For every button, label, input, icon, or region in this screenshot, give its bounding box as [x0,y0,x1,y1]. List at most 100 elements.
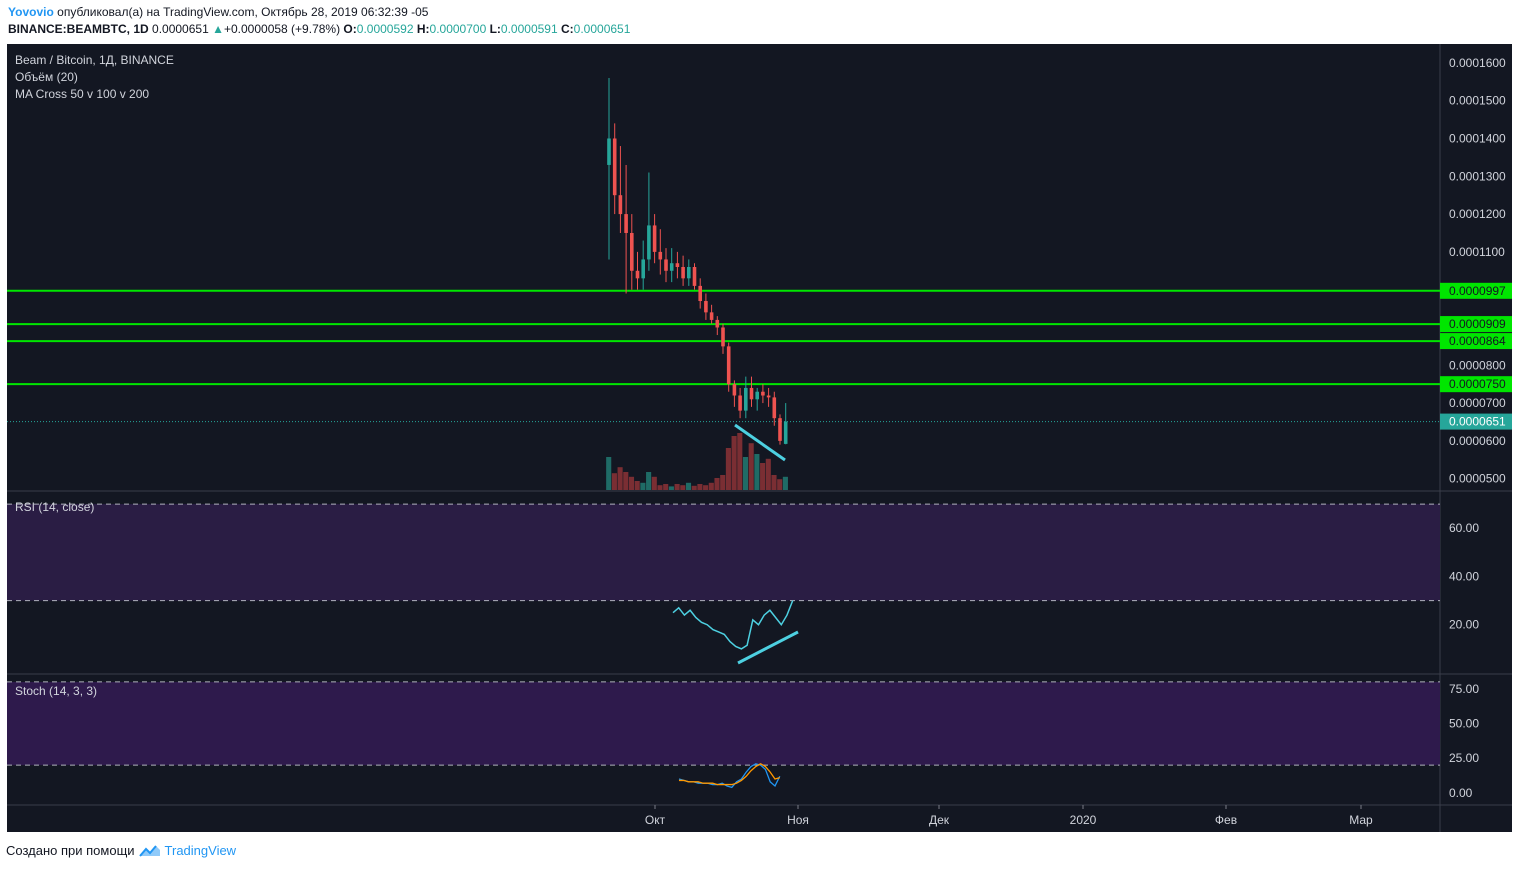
volume-bar [697,484,703,490]
published-text: опубликовал(а) на TradingView.com, Октяб… [57,5,429,19]
volume-bar [628,476,635,490]
rsi-tick-label: 20.00 [1449,618,1479,632]
level-price-label: 0.0000864 [1449,334,1506,348]
volume-bar [720,475,726,490]
volume-bar [657,485,663,490]
symbol-info: BINANCE:BEAMBTC, 1D 0.0000651 ▲+0.000005… [8,22,630,36]
volume-bar [640,482,646,490]
candle-body [687,267,691,279]
open-value: 0.0000592 [356,22,414,36]
candle-body [630,232,634,271]
candle-body [692,267,697,286]
volume-bar [748,443,754,490]
volume-bar [708,482,714,490]
candle-body [675,263,680,267]
volume-bar [680,485,686,490]
volume-bar [765,458,771,490]
volume-bar [674,484,680,490]
volume-bar [725,448,731,490]
volume-bar [646,472,652,490]
stoch-tick-label: 75.00 [1449,682,1479,696]
tradingview-logo-icon [138,844,160,857]
volume-bar [668,486,674,490]
time-tick-label: Дек [929,813,950,827]
stoch-legend: Stoch (14, 3, 3) [15,684,98,698]
price-trend-line [734,423,786,462]
chart-legend-title: Beam / Bitcoin, 1Д, BINANCE [15,53,174,67]
volume-legend: Объём (20) [15,70,78,84]
close-value: 0.0000651 [573,22,631,36]
time-tick-label: 2020 [1070,813,1097,827]
rsi-trend-line [737,630,799,665]
price-tick-label: 0.0000500 [1449,472,1506,486]
volume-bar [663,484,669,490]
rsi-legend: RSI (14, close) [15,500,95,514]
candle-body [647,225,651,260]
level-price-label: 0.0000997 [1449,284,1506,298]
candle-body [732,384,737,396]
rsi-line [672,600,794,650]
candle-body [664,259,668,271]
ma-cross-legend: MA Cross 50 v 100 v 200 [15,87,150,101]
volume-bar [634,481,640,490]
last-price-label: 0.0000651 [1449,415,1506,429]
level-price-badge [1440,282,1512,299]
candle-body [704,301,708,313]
volume-bar [754,454,760,490]
candle-body [772,397,777,419]
author-link[interactable]: Yovovio [8,5,54,19]
symbol-line: BINANCE:BEAMBTC, 1D [8,22,149,36]
time-tick-label: Ноя [787,813,809,827]
volume-bar [771,475,777,490]
stoch-tick-label: 0.00 [1449,786,1473,800]
footer: Создано при помощи TradingView [6,843,236,858]
rsi-tick-label: 60.00 [1449,521,1479,535]
open-label: O: [343,22,357,36]
price-tick-label: 0.0000600 [1449,434,1506,448]
price-tick-label: 0.0001200 [1449,207,1506,221]
level-price-badge [1440,376,1512,393]
change-up-icon: ▲ [212,22,224,36]
candle-body [652,225,657,252]
candle-body [744,387,748,411]
volume-bar [651,476,657,490]
volume-bar [703,485,709,490]
time-tick-label: Фев [1215,813,1237,827]
price-tick-label: 0.0001600 [1449,56,1506,70]
publish-info: Yovovio опубликовал(а) на TradingView.co… [8,5,428,19]
price-tick-label: 0.0001100 [1449,245,1505,259]
candle-body [715,319,720,328]
price-tick-label: 0.0001500 [1449,94,1506,108]
candle-body [778,418,782,441]
volume-bar [685,482,692,490]
candle-body [738,395,742,411]
tradingview-link[interactable]: TradingView [164,843,237,858]
volume-bar [737,433,743,490]
low-value: 0.0000591 [500,22,558,36]
rsi-band [7,504,1440,601]
level-price-badge [1440,333,1512,350]
volume-bar [623,472,629,490]
time-tick-label: Мар [1349,813,1373,827]
price-tick-label: 0.0000800 [1449,358,1506,372]
volume-bar [782,476,788,490]
candle-body [698,285,702,302]
candle-body [612,138,617,196]
candle-body [624,214,628,233]
volume-bar [742,457,749,490]
low-label: L: [489,22,501,36]
close-label: C: [561,22,574,36]
candle-body [635,270,640,279]
candle-body [761,391,765,396]
rsi-tick-label: 40.00 [1449,569,1479,583]
candle-body [658,251,663,260]
candle-body [618,195,623,215]
volume-bar [714,478,720,490]
last-price: 0.0000651 [152,22,209,36]
high-value: 0.0000700 [429,22,487,36]
stoch-band [7,681,1440,766]
high-label: H: [416,22,430,36]
candle-body [749,387,754,400]
candle-body [783,421,788,444]
